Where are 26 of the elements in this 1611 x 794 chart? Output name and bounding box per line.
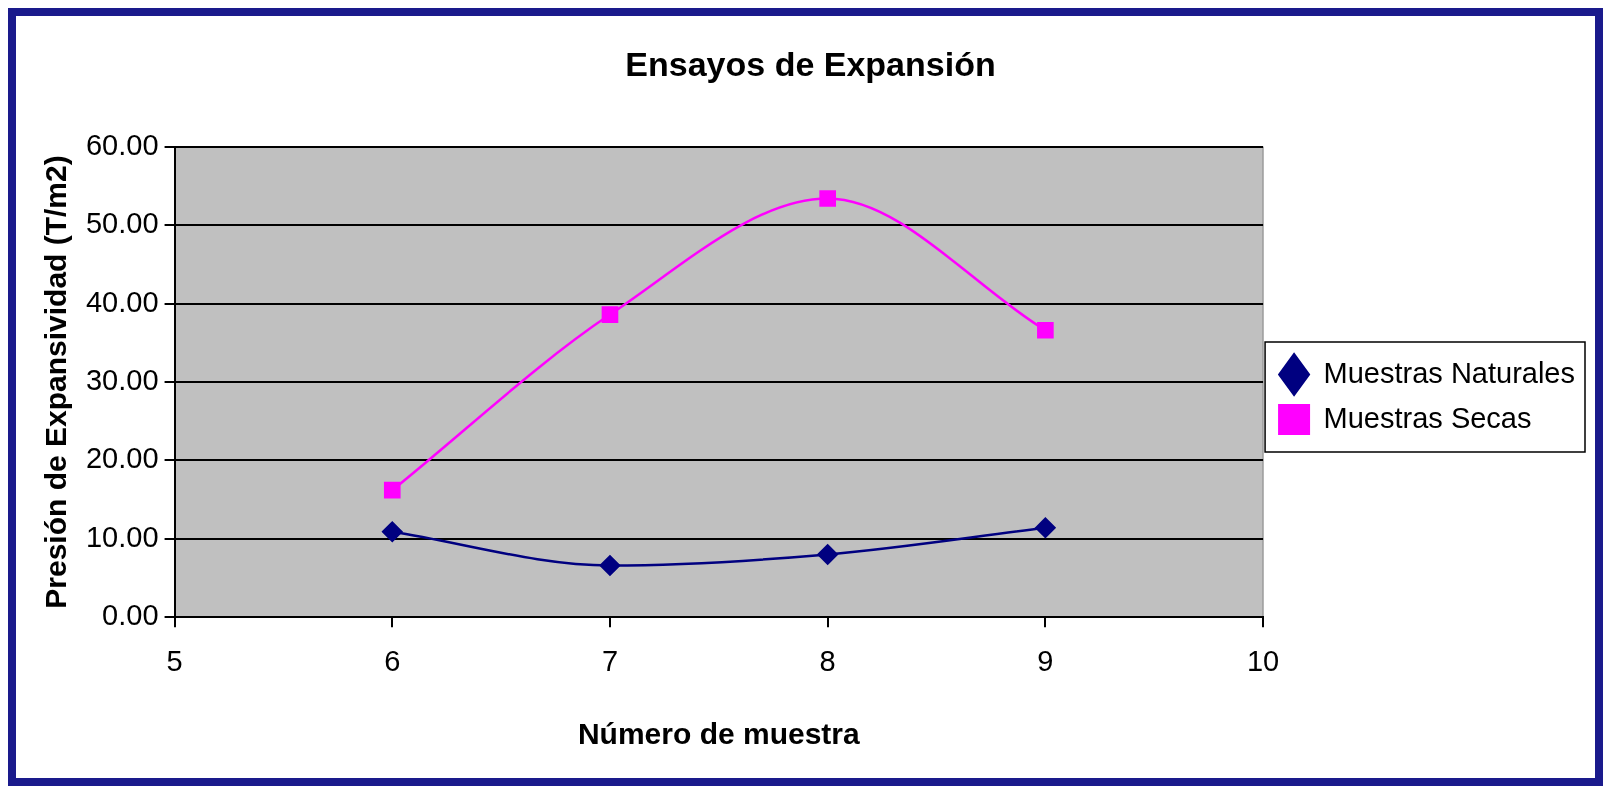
y-tick-label: 50.00 [85, 207, 159, 240]
y-tick-label: 40.00 [85, 285, 159, 318]
point [1037, 321, 1054, 339]
x-tick-label: 9 [1037, 644, 1054, 677]
y-tick-label: 20.00 [85, 442, 159, 475]
x-tick-label: 10 [1246, 644, 1280, 677]
x-tick-label: 8 [819, 644, 836, 677]
legend-label: Muestras Naturales [1323, 356, 1576, 389]
x-axis-title: Número de muestra [577, 717, 861, 751]
point [383, 481, 401, 499]
legend-label: Muestras Secas [1323, 401, 1532, 434]
point [1035, 517, 1056, 539]
chart-title: Ensayos de Expansión [625, 44, 996, 83]
x-tick-label: 5 [166, 644, 183, 677]
point [601, 306, 619, 323]
point [599, 555, 621, 576]
y-tick-label: 10.00 [85, 520, 159, 553]
x-tick-label: 7 [601, 644, 619, 677]
y-tick-label: 60.00 [85, 128, 159, 161]
y-tick-label: 0.00 [102, 599, 159, 632]
y-axis-title: Presión de Expansividad (T/m2) [39, 155, 73, 609]
point [382, 521, 403, 542]
point [817, 544, 838, 565]
x-tick-label: 6 [384, 644, 401, 677]
y-tick-label: 30.00 [85, 364, 159, 396]
point [819, 190, 836, 207]
